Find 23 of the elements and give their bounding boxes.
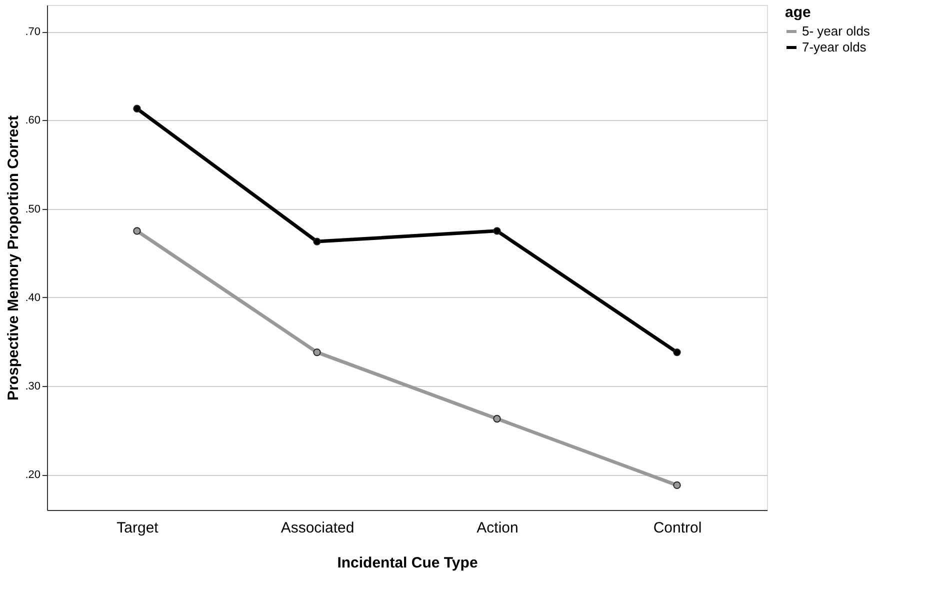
point [313, 238, 321, 246]
y-tick-label: .70 [25, 26, 40, 38]
y-tick-label: .50 [25, 203, 40, 216]
legend-title: age [785, 4, 811, 21]
point [133, 104, 141, 113]
legend-label: 5- year olds [802, 24, 870, 38]
point [493, 414, 501, 423]
y-axis-title: Prospective Memory Proportion Correct [5, 115, 22, 401]
point [313, 348, 321, 356]
point [133, 227, 141, 235]
point [493, 227, 501, 235]
x-tick-label: Control [653, 520, 702, 536]
point [673, 481, 681, 490]
x-tick-label: Target [116, 520, 160, 536]
point [673, 348, 681, 356]
x-axis-title: Incidental Cue Type [337, 554, 478, 572]
legend-label: 7-year olds [802, 40, 867, 54]
x-tick-label: Action [476, 520, 518, 536]
y-tick-label: .20 [25, 469, 40, 482]
y-tick-label: .30 [25, 380, 40, 392]
y-tick-label: .60 [25, 114, 40, 127]
x-tick-label: Associated [280, 520, 354, 536]
y-tick-label: .40 [25, 292, 40, 304]
